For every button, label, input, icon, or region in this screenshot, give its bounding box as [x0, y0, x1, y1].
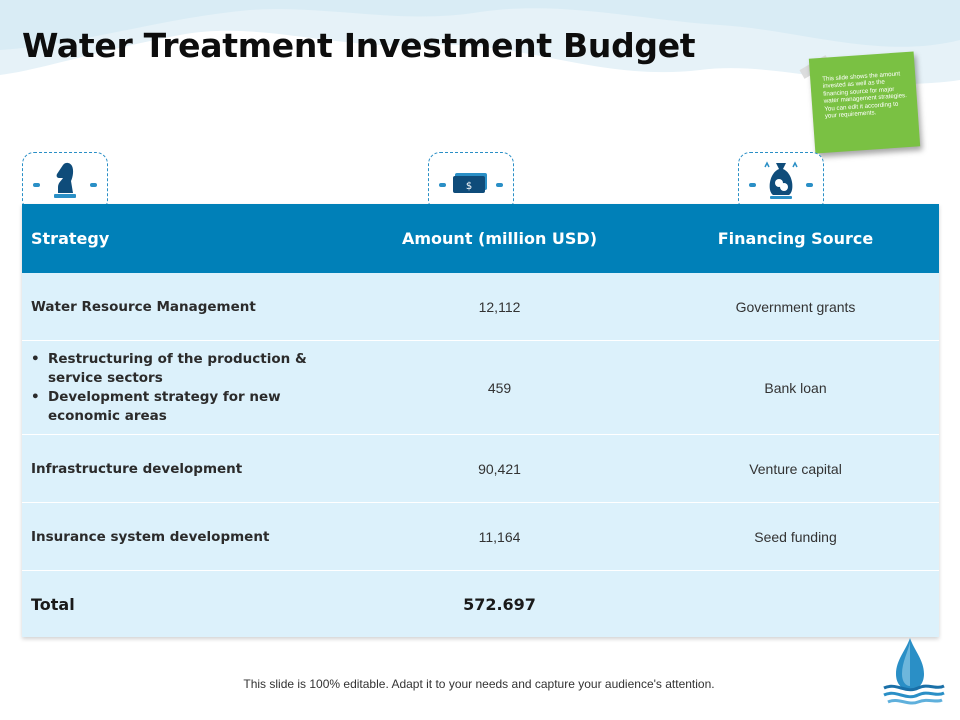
header-financing-source: Financing Source [717, 229, 874, 248]
header-strategy: Strategy [31, 229, 110, 248]
row-source: Government grants [735, 298, 856, 315]
table-row: Insurance system development 11,164 Seed… [22, 503, 939, 571]
table-row: Water Resource Management 12,112 Governm… [22, 273, 939, 341]
row-amount: 12,112 [478, 298, 521, 315]
total-value: 572.697 [463, 594, 536, 614]
row-amount: 90,421 [478, 460, 521, 477]
row-strategy: Water Resource Management [31, 298, 256, 315]
row-amount: 459 [487, 379, 512, 396]
row-strategy: Infrastructure development [31, 460, 243, 477]
chess-knight-icon [54, 162, 76, 198]
strategy-bullet: Development strategy for new economic ar… [31, 388, 347, 426]
total-label: Total [31, 594, 75, 614]
amount-icon-box: $ [428, 152, 514, 212]
strategy-bullet: Restructuring of the production & servic… [31, 350, 347, 388]
row-source: Seed funding [754, 528, 837, 545]
total-row: Total 572.697 [22, 571, 939, 637]
page-title: Water Treatment Investment Budget [22, 26, 696, 65]
financing-icon-box [738, 152, 824, 212]
table-header: Strategy Amount (million USD) Financing … [22, 204, 939, 273]
money-bag-icon [764, 161, 798, 199]
strategy-icon-box [22, 152, 108, 212]
row-amount: 11,164 [478, 528, 521, 545]
row-source: Bank loan [764, 379, 827, 396]
row-source: Venture capital [749, 460, 842, 477]
table-row: Infrastructure development 90,421 Ventur… [22, 435, 939, 503]
row-strategy: Insurance system development [31, 528, 270, 545]
water-drop-logo-icon [883, 638, 945, 705]
table-row: Restructuring of the production & servic… [22, 341, 939, 435]
cash-icon: $ [453, 173, 487, 193]
row-strategy: Restructuring of the production & servic… [22, 350, 347, 426]
sticky-note-text: This slide shows the amount invested as … [822, 70, 908, 120]
sticky-note: This slide shows the amount invested as … [808, 51, 921, 154]
svg-text:$: $ [466, 181, 472, 192]
header-amount: Amount (million USD) [401, 229, 598, 248]
footer-text: This slide is 100% editable. Adapt it to… [243, 677, 715, 691]
wave-background [0, 0, 960, 84]
strategy-bullet-list: Restructuring of the production & servic… [31, 350, 347, 426]
budget-table: Strategy Amount (million USD) Financing … [22, 204, 939, 637]
